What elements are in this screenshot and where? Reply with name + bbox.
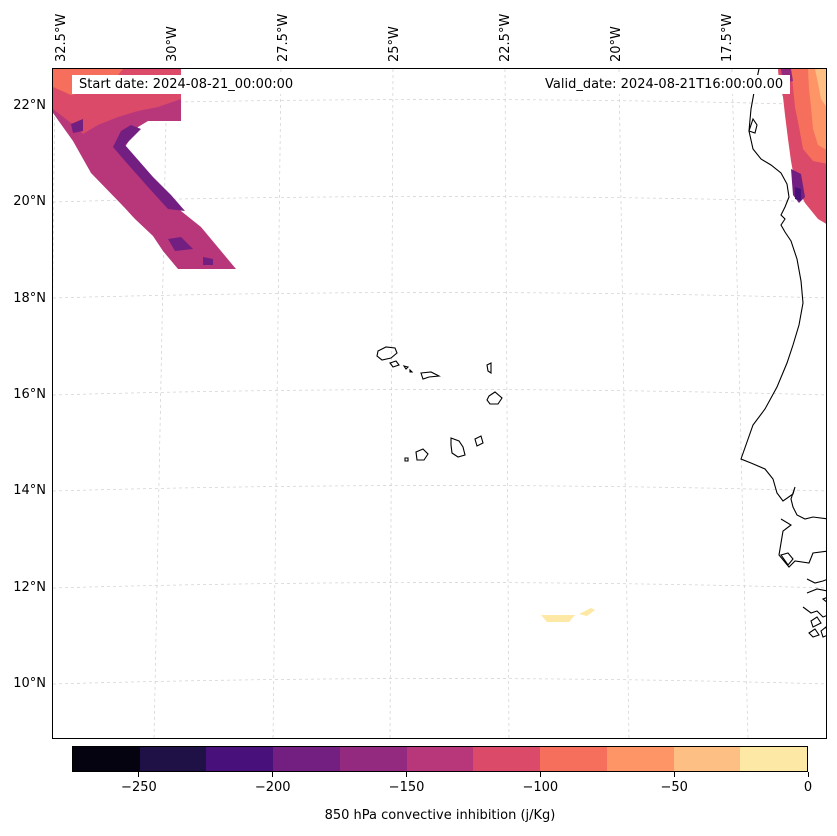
start-date-box: Start date: 2024-08-21_00:00:00 xyxy=(72,75,301,94)
lon-label-20w: 20°W xyxy=(609,26,624,62)
lon-label-17-5w: 17.5°W xyxy=(720,13,735,62)
colorbar-tick-label: −100 xyxy=(522,780,559,795)
colorbar-segment xyxy=(273,747,340,771)
colorbar-segment xyxy=(406,747,474,771)
colorbar-segment xyxy=(540,747,607,771)
colorbar-segment xyxy=(73,747,140,771)
lon-label-25w: 25°W xyxy=(387,26,402,62)
colorbar-tick-label: −250 xyxy=(121,780,157,795)
colorbar-tick xyxy=(807,772,809,777)
lon-label-22-5w: 22.5°W xyxy=(498,13,513,62)
colorbar-tick xyxy=(673,772,675,777)
colorbar-segment xyxy=(206,747,274,771)
graticule xyxy=(53,69,826,738)
map-panel xyxy=(52,68,827,739)
colorbar-tick xyxy=(539,772,541,777)
southern-weak-cin-patch xyxy=(541,608,595,622)
northwest-cin-band xyxy=(53,69,236,269)
colorbar-tick-label: −50 xyxy=(660,780,688,795)
northeast-coastal-cin xyxy=(778,69,826,224)
lat-label-16n: 16°N xyxy=(13,387,46,402)
colorbar-tick-label: 0 xyxy=(803,780,813,795)
lon-label-27-5w: 27.5°W xyxy=(276,13,291,62)
africa-coastline xyxy=(740,69,826,638)
colorbar xyxy=(72,746,808,772)
lat-label-18n: 18°N xyxy=(13,291,46,306)
colorbar-segment xyxy=(606,747,674,771)
lon-label-30w: 30°W xyxy=(165,26,180,62)
map-canvas xyxy=(53,69,826,738)
colorbar-tick-label: −150 xyxy=(388,780,425,795)
colorbar-tick xyxy=(406,772,408,777)
colorbar-segment xyxy=(673,747,741,771)
colorbar-segment xyxy=(740,747,808,771)
colorbar-segment xyxy=(339,747,407,771)
colorbar-tick xyxy=(272,772,274,777)
lat-label-20n: 20°N xyxy=(13,194,46,209)
colorbar-tick xyxy=(138,772,140,777)
lat-label-14n: 14°N xyxy=(13,483,46,498)
colorbar-tick-label: −200 xyxy=(254,780,291,795)
colorbar-title: 850 hPa convective inhibition (j/Kg) xyxy=(324,808,556,823)
lat-label-12n: 12°N xyxy=(13,580,46,595)
colorbar-segment xyxy=(473,747,541,771)
lat-label-10n: 10°N xyxy=(13,676,46,691)
lat-label-22n: 22°N xyxy=(13,98,46,113)
valid-date-box: Valid_date: 2024-08-21T16:00:00.00 xyxy=(538,75,791,94)
lon-label-32-5w: 32.5°W xyxy=(54,13,69,62)
cape-verde-islands xyxy=(376,346,503,462)
colorbar-segment xyxy=(139,747,207,771)
